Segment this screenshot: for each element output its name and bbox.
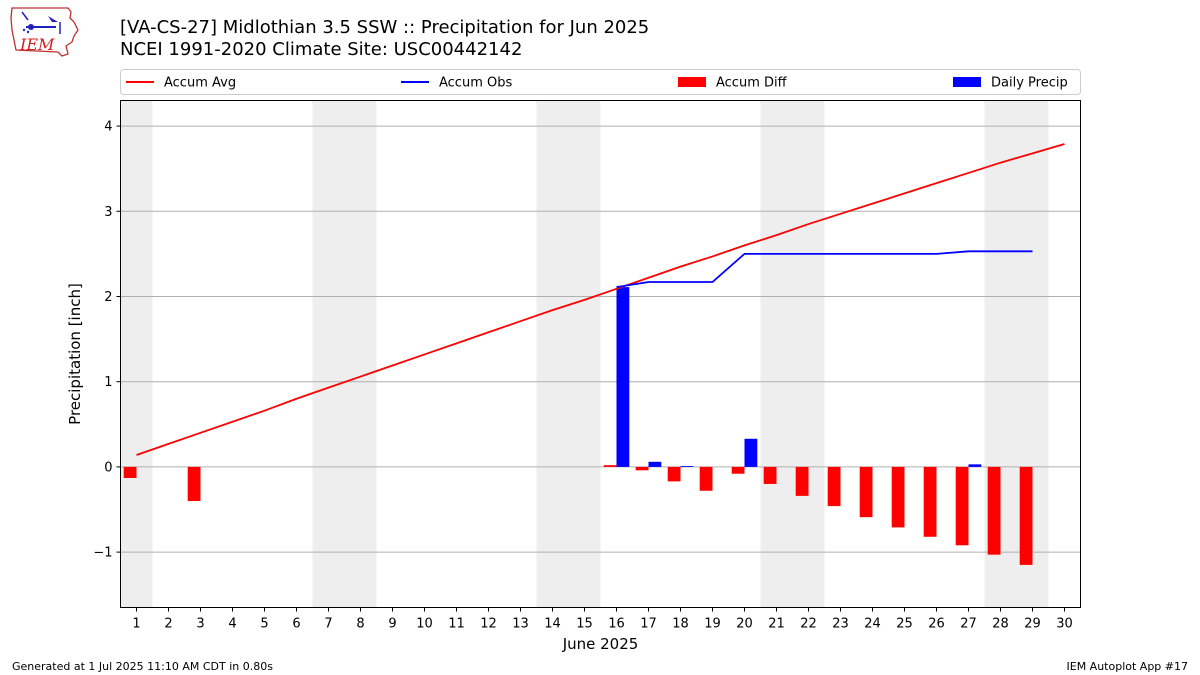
legend-entry: Accum Diff [678, 76, 788, 91]
x-tick-label: 1 [132, 617, 140, 632]
y-axis-label: Precipitation [inch] [66, 283, 84, 425]
daily-precip-bar [616, 287, 630, 467]
legend-label: Accum Avg [164, 76, 236, 91]
weekend-band [760, 100, 825, 608]
accum-diff-bar [955, 466, 969, 546]
x-tick-label: 10 [416, 617, 433, 632]
accum-diff-bar [603, 465, 617, 467]
x-tick-label: 18 [672, 617, 689, 632]
x-tick-label: 13 [512, 617, 529, 632]
x-tick-label: 4 [228, 617, 236, 632]
x-tick-label: 6 [292, 617, 300, 632]
legend-bar-swatch [678, 77, 706, 87]
x-tick-label: 7 [324, 617, 332, 632]
legend-entry: Daily Precip [953, 76, 1068, 91]
y-tick-label: 3 [104, 205, 112, 220]
x-tick-label: 15 [576, 617, 593, 632]
y-tick-label: 1 [104, 375, 112, 390]
x-tick-label: 3 [196, 617, 204, 632]
y-tick-label: 0 [104, 460, 112, 475]
accum-diff-bar [699, 466, 713, 491]
x-tick-label: 11 [448, 617, 465, 632]
x-tick-label: 19 [704, 617, 721, 632]
accum-diff-bar [1019, 466, 1033, 565]
accum-diff-bar [827, 466, 841, 507]
page-subtitle: NCEI 1991-2020 Climate Site: USC00442142 [120, 39, 523, 60]
x-tick-label: 24 [864, 617, 881, 632]
accum-diff-bar [859, 466, 873, 518]
legend-bar-swatch [953, 77, 981, 87]
accum-diff-bar [123, 466, 137, 478]
x-tick-label: 20 [736, 617, 753, 632]
accum-diff-bar [987, 466, 1001, 555]
iem-logo-text: IEM [19, 35, 55, 54]
weekend-band [120, 100, 153, 608]
x-tick-label: 29 [1024, 617, 1041, 632]
x-tick-label: 30 [1056, 617, 1073, 632]
accum-diff-bar [923, 466, 937, 537]
legend-box [120, 69, 1081, 95]
generated-timestamp: Generated at 1 Jul 2025 11:10 AM CDT in … [12, 660, 273, 673]
x-tick-label: 2 [164, 617, 172, 632]
iem-logo-icon: IEM [10, 7, 79, 57]
x-tick-label: 17 [640, 617, 657, 632]
app-credit: IEM Autoplot App #17 [1066, 660, 1189, 673]
y-tick-label: 2 [104, 290, 112, 305]
daily-precip-bar [968, 464, 982, 467]
x-tick-label: 12 [480, 617, 497, 632]
x-axis-label: June 2025 [562, 635, 639, 653]
daily-precip-bar [680, 466, 694, 467]
daily-precip-bar [648, 461, 662, 467]
accum-diff-bar [795, 466, 809, 496]
x-tick-label: 28 [992, 617, 1009, 632]
accum-diff-bar [763, 466, 777, 484]
x-tick-label: 16 [608, 617, 625, 632]
weekend-band [312, 100, 377, 608]
y-tick-label: −1 [93, 546, 112, 561]
legend-label: Accum Diff [716, 76, 788, 91]
x-tick-label: 5 [260, 617, 268, 632]
accum-avg-line [136, 143, 1065, 456]
x-tick-label: 27 [960, 617, 977, 632]
x-tick-label: 25 [896, 617, 913, 632]
legend-entry: Accum Avg [126, 76, 236, 91]
accum-diff-bar [635, 466, 649, 471]
accum-diff-bar [667, 466, 681, 482]
accum-diff-bar [187, 466, 201, 501]
plot-area [120, 100, 1081, 608]
legend-label: Daily Precip [991, 76, 1068, 91]
daily-precip-bar [744, 438, 758, 467]
x-tick-label: 9 [388, 617, 396, 632]
accum-obs-line [616, 250, 1033, 288]
x-tick-label: 21 [768, 617, 785, 632]
x-tick-label: 14 [544, 617, 561, 632]
accum-diff-bar [731, 466, 745, 474]
legend-entry: Accum Obs [401, 76, 512, 91]
page-title: [VA-CS-27] Midlothian 3.5 SSW :: Precipi… [120, 17, 650, 38]
y-tick-label: 4 [104, 120, 112, 135]
x-tick-label: 8 [356, 617, 364, 632]
x-tick-label: 26 [928, 617, 945, 632]
accum-diff-bar [891, 466, 905, 528]
weekend-band [536, 100, 601, 608]
legend-label: Accum Obs [439, 76, 512, 91]
x-tick-label: 22 [800, 617, 817, 632]
x-tick-label: 23 [832, 617, 849, 632]
